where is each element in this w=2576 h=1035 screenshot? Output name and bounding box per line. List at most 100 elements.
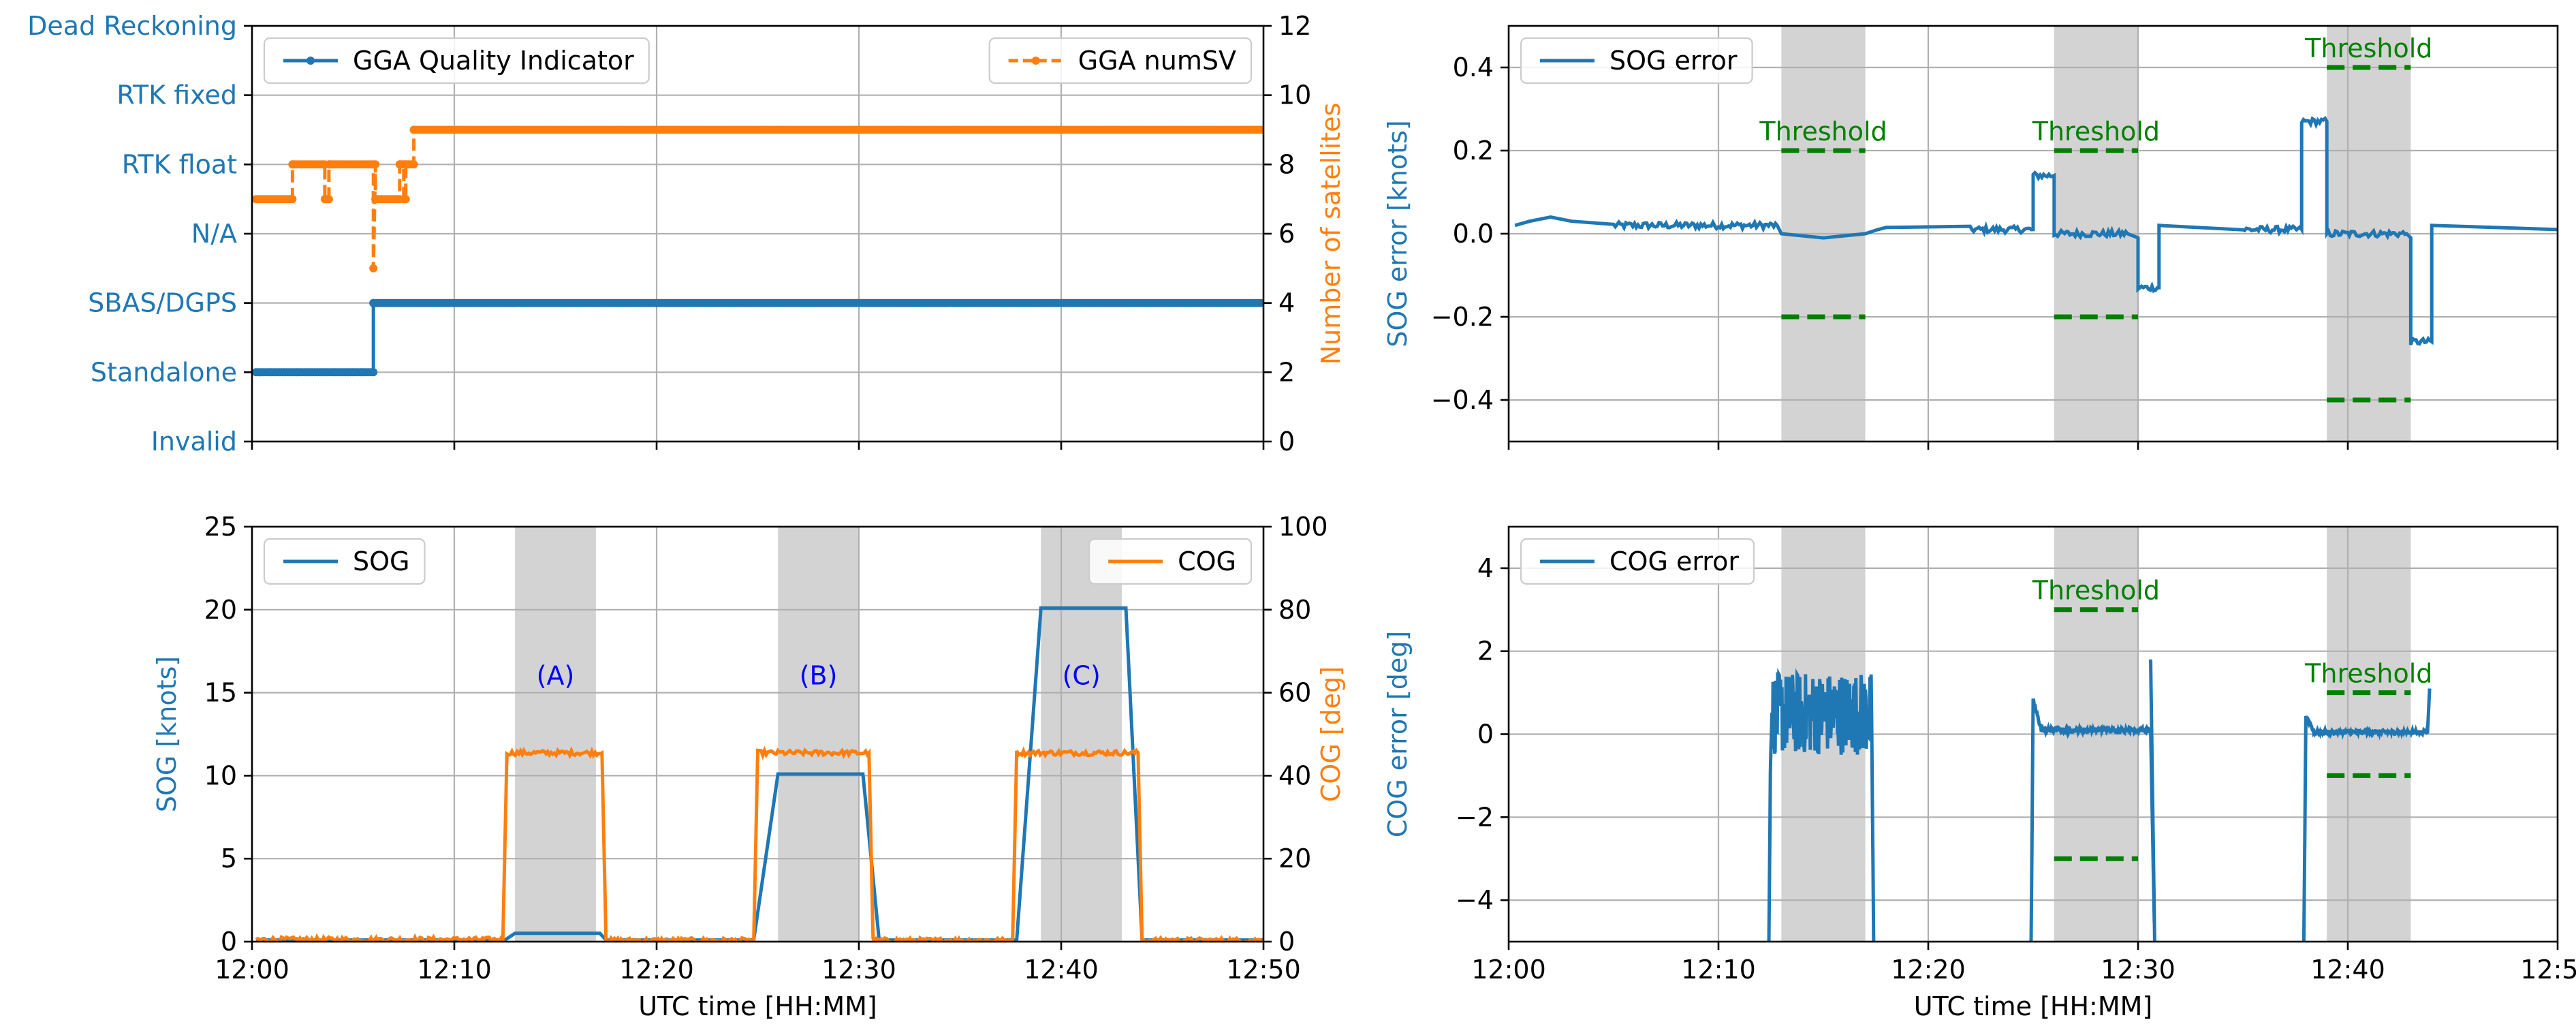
y-tick-label: RTK float [122, 149, 237, 179]
series-line-cog-error [2029, 659, 2156, 942]
y-tick-label: 15 [204, 678, 237, 708]
plot-area [1767, 659, 2432, 942]
legend-label: GGA numSV [1078, 46, 1236, 76]
y-right-tick-label: 20 [1278, 844, 1311, 874]
x-tick-label: 12:40 [2310, 955, 2385, 985]
x-axis-label: UTC time [HH:MM] [638, 991, 877, 1021]
y-tick-label: RTK fixed [116, 80, 237, 110]
y-right-tick-label: 80 [1278, 595, 1311, 625]
legend-label: GGA Quality Indicator [353, 46, 634, 76]
y-right-tick-label: 2 [1278, 357, 1295, 387]
annotation-label: Threshold [2304, 658, 2432, 688]
annotation-label: Threshold [2032, 576, 2160, 606]
y-tick-label: 0.0 [1453, 219, 1494, 249]
series-line-sog [255, 606, 1263, 942]
y-tick-label: −2 [1456, 802, 1494, 832]
annotation-label: Threshold [2304, 33, 2432, 63]
y-right-tick-label: 8 [1278, 149, 1295, 179]
x-tick-label: 12:50 [2520, 955, 2576, 985]
y-tick-label: 0 [1477, 720, 1494, 750]
legend-label: COG error [1609, 546, 1739, 576]
legend-box [1520, 538, 1755, 585]
data-point [409, 160, 418, 169]
y-tick-label: 0.4 [1453, 52, 1494, 82]
legend-left: COG error [1520, 538, 1755, 585]
y-tick-label: N/A [191, 219, 237, 249]
y-axis-label: SOG [knots] [152, 656, 182, 812]
chart-gga: Invalid Standalone SBAS/DGPS N/A RTK float RT… [27, 11, 1346, 457]
data-point [371, 160, 380, 169]
annotation-label: Threshold [2032, 117, 2160, 146]
legend-box [263, 37, 650, 84]
legend-marker [1031, 57, 1040, 65]
y-right-tick-label: 0 [1278, 927, 1295, 957]
data-point [288, 195, 297, 204]
x-axis-label: UTC time [HH:MM] [1914, 991, 2153, 1021]
y-tick-label: Standalone [91, 357, 237, 387]
y-tick-label: −4 [1456, 885, 1494, 915]
axes-frame [251, 525, 1265, 943]
chart-cog: Threshold Threshold 12:00 12:10 12:20 12:30 12… [1383, 525, 2576, 1021]
y-right-tick-label: 10 [1278, 80, 1311, 110]
legend-box [1520, 37, 1753, 84]
x-tick-label: 12:10 [417, 955, 492, 985]
x-tick-label: 12:10 [1681, 955, 1756, 985]
data-point [401, 195, 410, 204]
legend-box [988, 37, 1253, 84]
y-right-tick-label: 12 [1278, 11, 1311, 41]
y-tick-label: 20 [204, 595, 237, 625]
annotation-label: Threshold [1759, 117, 1887, 146]
legend-label: SOG [353, 546, 409, 576]
data-point [324, 195, 333, 204]
legend-label: SOG error [1609, 46, 1738, 76]
x-tick-label: 12:00 [215, 955, 289, 985]
shaded-region [778, 527, 859, 942]
legend-right: GGA numSV [988, 37, 1253, 84]
annotation-label: (B) [800, 660, 838, 690]
legend-marker [307, 57, 315, 65]
legend-left: SOG error [1520, 37, 1753, 84]
y-right-axis-label: COG [deg] [1316, 666, 1346, 802]
y-axis-label: SOG error [knots] [1383, 120, 1413, 347]
data-point [369, 368, 378, 377]
y-right-tick-label: 6 [1278, 219, 1295, 249]
data-point [369, 264, 378, 273]
series-line-sog-error [1514, 116, 2558, 346]
y-tick-label: Dead Reckoning [27, 11, 237, 41]
annotation-label: (C) [1063, 660, 1101, 690]
y-tick-label: 10 [204, 760, 237, 790]
y-tick-label: 0.2 [1453, 136, 1494, 166]
x-tick-label: 12:50 [1226, 955, 1301, 985]
x-tick-label: 12:20 [1891, 955, 1966, 985]
x-tick-label: 12:40 [1024, 955, 1099, 985]
x-tick-label: 12:30 [2101, 955, 2176, 985]
plot-area [252, 125, 1263, 377]
shaded-region [1041, 527, 1122, 942]
data-point [1259, 125, 1263, 134]
chart-sog: Threshold Threshold Threshold −0.4 −0.2 0.0 0.… [1383, 25, 2559, 450]
series-line-cog [255, 745, 1263, 942]
plot-area [255, 606, 1263, 942]
series-line-gga-numsv [255, 128, 1263, 268]
y-axis-label: COG error [deg] [1383, 631, 1413, 837]
series-line-cog-error [2302, 688, 2432, 942]
y-right-tick-label: 60 [1278, 678, 1311, 708]
chart-sogcog: (A) (B) (C)12:00 12:10 12:20 12:30 12:40 12:500… [152, 512, 1346, 1021]
plot-area [1514, 116, 2558, 346]
y-tick-label: 0 [221, 927, 237, 957]
x-tick-label: 12:30 [821, 955, 896, 985]
y-tick-label: 4 [1477, 553, 1494, 583]
y-tick-label: Invalid [151, 427, 237, 457]
y-tick-label: 2 [1477, 636, 1494, 666]
legend-label: COG [1178, 546, 1236, 576]
y-right-tick-label: 40 [1278, 760, 1311, 790]
legend-left: SOG [263, 538, 426, 585]
y-right-tick-label: 100 [1278, 512, 1328, 542]
shaded-region [515, 527, 596, 942]
y-tick-label: −0.2 [1431, 302, 1494, 332]
legend-left: GGA Quality Indicator [263, 37, 650, 84]
legend-right: COG [1088, 538, 1253, 585]
y-tick-label: 5 [221, 844, 237, 874]
annotation-label: (A) [537, 660, 575, 690]
